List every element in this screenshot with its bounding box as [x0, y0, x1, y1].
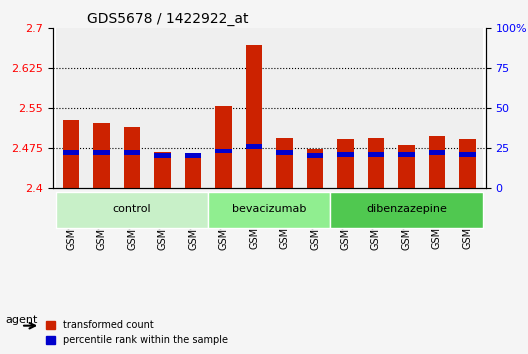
Bar — [367, 152, 384, 156]
Text: GDS5678 / 1422922_at: GDS5678 / 1422922_at — [88, 12, 249, 26]
Bar — [429, 150, 445, 155]
Bar — [215, 106, 232, 188]
Bar — [87, 28, 117, 188]
Bar — [367, 138, 384, 188]
Bar — [398, 152, 415, 156]
Bar — [429, 136, 445, 188]
FancyBboxPatch shape — [330, 192, 483, 228]
Bar — [452, 28, 483, 188]
FancyBboxPatch shape — [209, 192, 330, 228]
Bar — [63, 150, 80, 155]
Bar — [337, 139, 354, 188]
Bar — [246, 45, 262, 188]
Bar — [459, 152, 476, 156]
Bar — [124, 127, 140, 188]
Bar — [154, 153, 171, 158]
Bar — [307, 153, 324, 158]
Bar — [246, 144, 262, 149]
Bar — [239, 28, 269, 188]
Text: agent: agent — [5, 315, 37, 325]
Bar — [398, 145, 415, 188]
Legend: transformed count, percentile rank within the sample: transformed count, percentile rank withi… — [42, 316, 232, 349]
Bar — [209, 28, 239, 188]
Bar — [330, 28, 361, 188]
Bar — [422, 28, 452, 188]
Bar — [63, 120, 80, 188]
Bar — [215, 149, 232, 153]
Bar — [391, 28, 422, 188]
Bar — [147, 28, 178, 188]
Bar — [154, 152, 171, 188]
Text: dibenzazepine: dibenzazepine — [366, 204, 447, 214]
Bar — [185, 153, 202, 158]
Bar — [337, 152, 354, 156]
Bar — [56, 28, 87, 188]
Text: bevacizumab: bevacizumab — [232, 204, 306, 214]
Bar — [361, 28, 391, 188]
Bar — [93, 123, 110, 188]
Bar — [117, 28, 147, 188]
Text: control: control — [113, 204, 152, 214]
Bar — [307, 149, 324, 188]
Bar — [124, 150, 140, 155]
Bar — [300, 28, 330, 188]
Bar — [269, 28, 300, 188]
Bar — [93, 150, 110, 155]
Bar — [276, 150, 293, 155]
Bar — [185, 155, 202, 188]
Bar — [178, 28, 209, 188]
Bar — [276, 138, 293, 188]
Bar — [459, 139, 476, 188]
FancyBboxPatch shape — [56, 192, 209, 228]
